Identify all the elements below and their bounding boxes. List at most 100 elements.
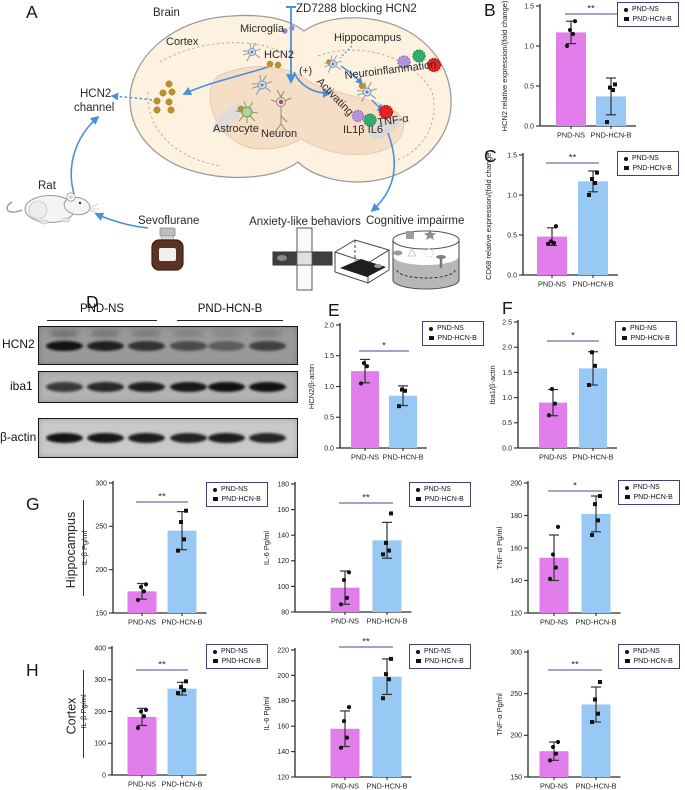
legend-item: PND-HCN-B: [624, 16, 672, 23]
data-point: [143, 707, 149, 713]
panel-label-g: G: [26, 494, 40, 514]
data-point: [346, 570, 352, 575]
label-astrocyte: Astrocyte: [213, 123, 259, 135]
legend-item: PND-HCN-B: [429, 335, 477, 342]
square-marker-icon: [625, 494, 630, 500]
y-tick-label: 150: [510, 774, 522, 781]
legend-label: PND-HCN-B: [630, 334, 670, 342]
cognition-cylinder-icon: [392, 229, 460, 290]
bar-PND-NS: [127, 591, 157, 613]
y-tick-label: 0.0: [507, 272, 517, 279]
panel-a-diagram: Brain ZD7288 blocking HCN2 Cortex Microg…: [6, 3, 465, 291]
legend-item: PND-HCN-B: [625, 658, 673, 665]
data-point: [593, 697, 597, 702]
square-marker-icon: [624, 16, 629, 22]
label-rat: Rat: [38, 180, 57, 192]
y-tick-label: 1.0: [524, 43, 534, 50]
chart-cortex-tnf: 150 200 250 300 TNF-α Pg/ml PND-NS PND-HCN-B **…: [475, 632, 685, 790]
data-point: [608, 85, 612, 90]
panel-label-d: D: [86, 292, 99, 312]
legend-item: PND-NS: [625, 484, 673, 491]
y-tick-label: 2.0: [324, 322, 334, 329]
square-marker-icon: [622, 335, 627, 341]
blot-row-label-iba1: iba1: [10, 379, 33, 393]
x-category-label: PND-NS: [540, 782, 568, 790]
label-zd7288: ZD7288 blocking HCN2: [296, 3, 417, 15]
label-sevoflurane: Sevoflurane: [138, 215, 199, 227]
y-tick-label: 300: [510, 649, 522, 656]
data-point: [364, 364, 370, 369]
panel-label-f: F: [502, 298, 513, 318]
legend-item: PND-NS: [625, 648, 673, 655]
y-axis-label: Iba1/β-actin: [488, 365, 497, 404]
legend-box: PND-NS PND-HCN-B: [618, 480, 680, 505]
blot-group-label-hcnb: PND-HCN-B: [197, 303, 263, 315]
blot-row-label-bactin: β-actin: [0, 430, 37, 444]
protein-band: [45, 382, 83, 392]
label-cognitive: Cognitive impairment: [366, 215, 465, 227]
data-point: [384, 540, 388, 545]
y-axis-label: IL-6 Pg/ml: [262, 696, 271, 731]
inner-region: [209, 66, 405, 156]
label-hcn2-channel-1: HCN2: [80, 88, 111, 100]
protein-band: [45, 340, 83, 351]
data-point: [593, 502, 597, 507]
protein-band: [248, 382, 286, 392]
legend-label: PND-HCN-B: [424, 495, 464, 503]
legend-label: PND-NS: [424, 648, 451, 655]
significance-stars: **: [587, 4, 595, 15]
legend-label: PND-HCN-B: [632, 15, 672, 23]
legend-box: PND-NS PND-HCN-B: [409, 482, 471, 507]
data-point: [384, 672, 388, 677]
legend-label: PND-HCN-B: [633, 493, 673, 501]
label-hcn2: HCN2: [264, 49, 294, 61]
legend-box: PND-NS PND-HCN-B: [206, 482, 268, 507]
significance-stars: *: [382, 341, 386, 352]
x-category-label: PND-NS: [557, 131, 585, 140]
arrow-sevo-to-rat: [94, 212, 149, 229]
data-point: [387, 677, 391, 682]
data-point: [547, 758, 553, 763]
x-category-label: PND-NS: [331, 617, 359, 626]
blot-row-label-hcn2: HCN2: [2, 337, 35, 351]
y-tick-label: 1.5: [502, 370, 512, 377]
y-tick-label: 180: [277, 481, 289, 488]
blot-image-hcn2: [38, 326, 298, 365]
arrow-rat-to-channel: [70, 115, 100, 195]
hcn2-dot-cluster: [153, 59, 366, 114]
y-axis-label: TNF-α Pg/ml: [495, 693, 504, 736]
y-axis-label: HCN2 relative expression/(fold change): [500, 0, 509, 131]
legend-item: PND-NS: [416, 486, 464, 493]
arrow-plus-to-activating: [293, 71, 332, 98]
data-point: [572, 19, 578, 24]
arrow-cluster-to-channel: [110, 92, 153, 101]
protein-band: [248, 340, 286, 351]
protein-band: [127, 340, 165, 351]
label-plus: (+): [299, 65, 312, 77]
square-marker-icon: [213, 496, 218, 502]
y-tick-label: 0.5: [507, 232, 517, 239]
legend-label: PND-NS: [437, 325, 464, 332]
protein-band-smear: [252, 330, 282, 337]
legend-item: PND-NS: [416, 648, 464, 655]
data-point: [587, 193, 591, 197]
data-point: [548, 239, 554, 244]
data-point: [403, 388, 407, 393]
label-hcn2-channel-2: channel: [74, 102, 114, 114]
data-point: [553, 751, 559, 756]
y-tick-label: 100: [94, 741, 106, 748]
square-marker-icon: [416, 496, 421, 502]
panel-label-b: B: [484, 0, 496, 20]
y-tick-label: 200: [510, 733, 522, 740]
chart-panel-b: 0.0 0.5 1.0 1.5 HCN2 relative expression/(fo…: [455, 0, 685, 146]
data-point: [596, 711, 600, 716]
y-tick-label: 120: [277, 774, 289, 781]
arrow-cytokines-to-behavior: [370, 132, 395, 213]
y-tick-label: 200: [95, 567, 107, 574]
circle-marker-icon: [213, 649, 217, 654]
y-tick-label: 220: [277, 647, 289, 654]
chart-plot-H3: 150 200 250 300 TNF-α Pg/ml PND-NS PND-HCN-B **: [495, 649, 621, 790]
sevoflurane-bottle: [151, 227, 184, 271]
significance-stars: *: [571, 331, 575, 342]
data-point: [550, 552, 556, 557]
